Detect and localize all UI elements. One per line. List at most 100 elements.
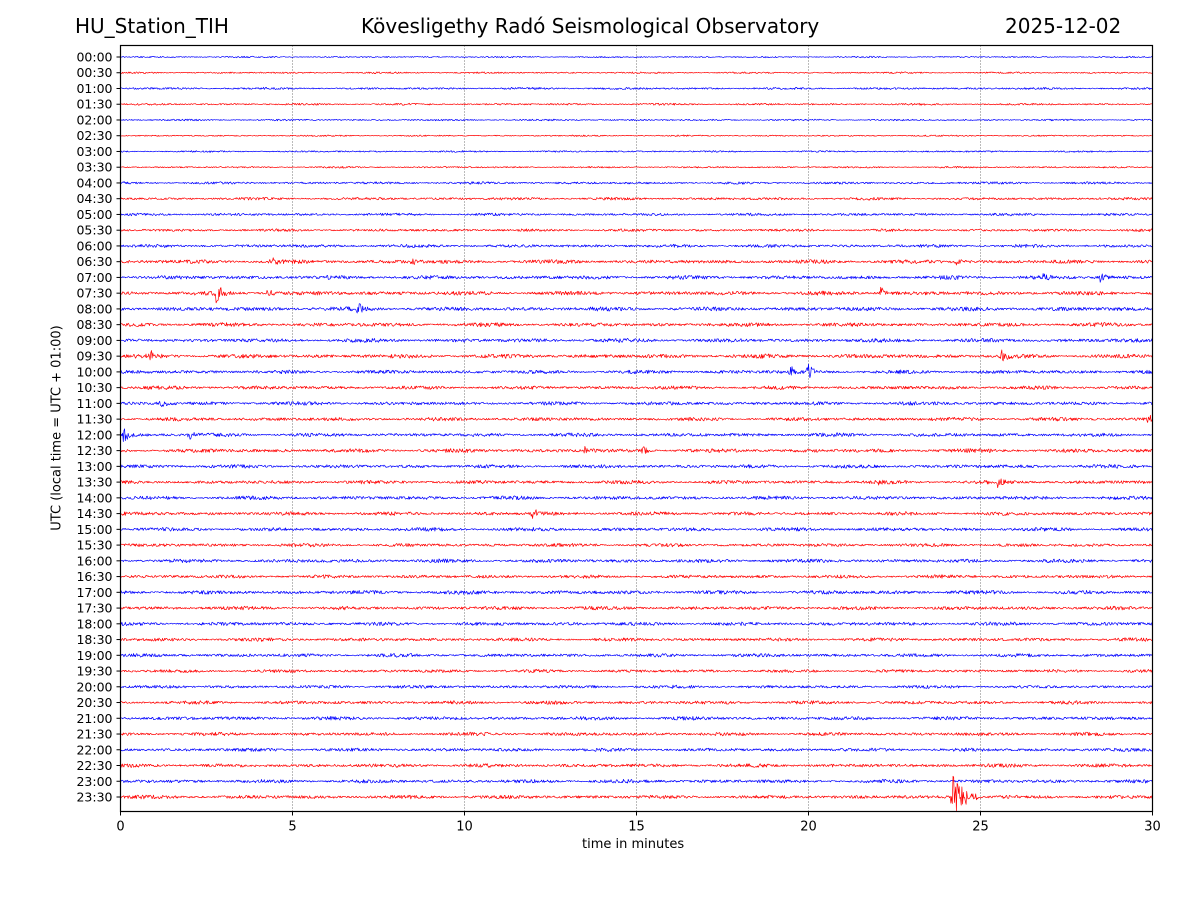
y-tick-label: 01:30 [76,97,112,112]
x-tick-label: 10 [456,820,473,835]
trace-0630 [120,257,1153,266]
chart-date: 2025-12-02 [1005,14,1122,38]
trace-1730 [120,605,1153,611]
trace-1000 [120,363,1153,379]
trace-0600 [120,243,1153,248]
y-tick-label: 23:00 [76,774,112,789]
y-tick-label: 20:30 [76,695,112,710]
x-axis-label: time in minutes [582,837,685,852]
y-axis-ticks: 00:0000:3001:0001:3002:0002:3003:0003:30… [76,50,121,805]
trace-0930 [120,349,1153,362]
y-tick-label: 09:00 [76,333,112,348]
trace-0230 [120,134,1153,137]
trace-1330 [120,478,1153,489]
x-axis-ticks: 0 5 10 15 20 25 30 [116,811,1161,835]
y-tick-label: 22:00 [76,742,112,757]
y-tick-label: 23:30 [76,790,112,805]
y-tick-label: 13:30 [76,475,112,490]
y-tick-label: 17:00 [76,585,112,600]
y-tick-label: 11:30 [76,412,112,427]
y-tick-label: 06:00 [76,238,112,253]
trace-group [120,55,1153,812]
y-tick-label: 16:00 [76,553,112,568]
y-tick-label: 21:30 [76,727,112,742]
y-tick-label: 05:30 [76,223,112,238]
x-tick-label: 20 [800,820,817,835]
trace-0100 [120,86,1153,90]
station-name: HU_Station_TIH [75,14,229,38]
trace-0530 [120,228,1153,232]
x-tick-label: 25 [972,820,989,835]
trace-1600 [120,558,1153,564]
plot-frame [119,44,1154,813]
y-tick-label: 10:30 [76,380,112,395]
trace-2000 [120,684,1153,689]
trace-0830 [120,322,1153,328]
x-tick-label: 30 [1144,820,1161,835]
trace-0300 [120,150,1153,153]
trace-2130 [120,731,1153,737]
trace-2200 [120,747,1153,752]
trace-1630 [120,574,1153,579]
trace-0430 [120,196,1153,201]
trace-2330 [120,775,1153,812]
trace-0730 [120,286,1153,304]
trace-1930 [120,668,1153,673]
trace-1400 [120,495,1153,501]
y-tick-label: 08:30 [76,317,112,332]
trace-0030 [120,71,1153,74]
grid-lines [292,45,981,812]
y-tick-label: 13:00 [76,459,112,474]
y-tick-label: 18:00 [76,616,112,631]
y-tick-label: 16:30 [76,569,112,584]
y-tick-label: 07:30 [76,286,112,301]
y-tick-label: 12:30 [76,443,112,458]
trace-0900 [120,338,1153,343]
trace-0500 [120,212,1153,217]
chart-title: Kövesligethy Radó Seismological Observat… [361,14,820,38]
trace-2100 [120,716,1153,721]
y-tick-label: 15:30 [76,538,112,553]
trace-1900 [120,653,1153,658]
y-axis-label: UTC (local time = UTC + 01:00) [49,325,65,531]
trace-2230 [120,763,1153,768]
y-tick-label: 08:00 [76,301,112,316]
trace-2030 [120,700,1153,705]
trace-2300 [120,778,1153,784]
trace-1530 [120,542,1153,548]
y-tick-label: 09:30 [76,349,112,364]
trace-1430 [120,509,1153,519]
trace-1130 [120,414,1153,423]
y-tick-label: 20:00 [76,679,112,694]
y-tick-label: 06:30 [76,254,112,269]
y-tick-label: 22:30 [76,758,112,773]
y-tick-label: 19:30 [76,664,112,679]
y-tick-label: 04:00 [76,175,112,190]
y-tick-label: 00:30 [76,65,112,80]
trace-0130 [120,102,1153,106]
trace-0330 [120,165,1153,169]
trace-1800 [120,621,1153,627]
y-tick-label: 19:00 [76,648,112,663]
y-tick-label: 21:00 [76,711,112,726]
trace-0800 [120,303,1153,314]
trace-0400 [120,181,1153,185]
trace-0200 [120,118,1153,122]
trace-1230 [120,445,1153,454]
y-tick-label: 10:00 [76,364,112,379]
x-tick-label: 15 [628,820,645,835]
y-tick-label: 18:30 [76,632,112,647]
y-tick-label: 03:00 [76,144,112,159]
trace-1830 [120,637,1153,642]
y-tick-label: 04:30 [76,191,112,206]
y-tick-label: 14:00 [76,490,112,505]
trace-1700 [120,589,1153,595]
trace-1100 [120,400,1153,408]
y-tick-label: 05:00 [76,207,112,222]
y-tick-label: 02:00 [76,112,112,127]
y-tick-label: 12:00 [76,427,112,442]
y-tick-label: 01:00 [76,81,112,96]
trace-0000 [120,55,1153,59]
trace-1300 [120,464,1153,469]
